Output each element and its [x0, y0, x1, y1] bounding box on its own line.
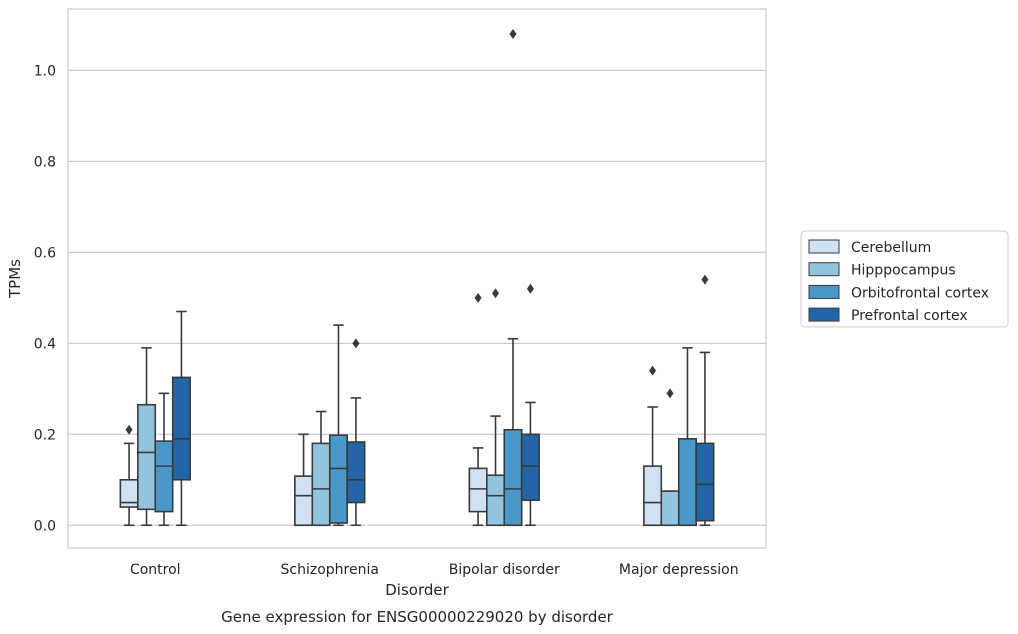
- box-prefrontal-cortex: [346, 338, 366, 527]
- box-orbitofrontal-cortex: [154, 392, 174, 527]
- x-tick-label: Bipolar disorder: [449, 562, 560, 578]
- y-tick-labels: 0.0 0.2 0.4 0.6 0.8 1.0: [34, 63, 56, 534]
- outlier-point: [509, 29, 517, 40]
- box-body: [643, 465, 663, 527]
- legend-swatch: [808, 284, 840, 299]
- outlier-point: [352, 338, 360, 349]
- x-tick-labels: Control Schizophrenia Bipolar disorder Majo…: [130, 562, 739, 578]
- box-body: [154, 440, 174, 513]
- box-body: [677, 438, 698, 527]
- box-prefrontal-cortex: [520, 283, 540, 527]
- box-orbitofrontal-cortex: [328, 324, 349, 527]
- box-hipppocampus: [485, 288, 506, 527]
- box-body: [695, 442, 715, 522]
- y-axis-label: TPMs: [6, 259, 24, 299]
- chart-caption: Gene expression for ENSG00000229020 by d…: [221, 608, 614, 626]
- box-body: [137, 403, 157, 511]
- legend-frame: [800, 230, 1009, 328]
- box-prefrontal-cortex: [695, 274, 715, 527]
- box-orbitofrontal-cortex: [503, 29, 523, 527]
- legend: Cerebellum Hipppocampus Orbitofrontal cort…: [800, 230, 1009, 328]
- legend-label: Cerebellum: [851, 240, 931, 256]
- y-tick-label: 0.0: [34, 518, 56, 534]
- legend-swatch: [808, 239, 840, 254]
- outlier-point: [649, 365, 657, 376]
- legend-swatch: [808, 262, 840, 277]
- box-body: [503, 428, 523, 527]
- box-body: [520, 433, 540, 502]
- x-tick-label: Major depression: [619, 562, 739, 578]
- x-tick-label: Schizophrenia: [281, 562, 379, 578]
- plot-frame: [67, 8, 767, 549]
- outlier-point: [666, 388, 674, 399]
- box-cerebellum: [643, 365, 663, 527]
- box-body: [660, 490, 680, 527]
- legend-label: Orbitofrontal cortex: [851, 285, 989, 301]
- outlier-point: [701, 274, 709, 285]
- box-body: [485, 474, 506, 527]
- y-tick-label: 0.2: [34, 427, 56, 443]
- box-hipppocampus: [137, 347, 157, 527]
- box-prefrontal-cortex: [171, 310, 191, 527]
- y-tick-label: 0.4: [34, 336, 56, 352]
- box-body: [328, 434, 349, 524]
- box-body: [468, 467, 488, 513]
- box-body: [171, 376, 191, 481]
- box-body: [294, 475, 314, 527]
- outlier-point: [526, 283, 534, 294]
- x-tick-label: Control: [130, 562, 181, 578]
- box-body: [346, 441, 366, 504]
- legend-label: Prefrontal cortex: [851, 308, 968, 324]
- box-orbitofrontal-cortex: [677, 347, 698, 527]
- legend-label: Hipppocampus: [851, 263, 956, 279]
- box-cerebellum: [294, 433, 314, 527]
- legend-swatch: [808, 307, 840, 322]
- x-axis-label: Disorder: [385, 581, 449, 599]
- y-tick-label: 0.6: [34, 245, 56, 261]
- y-tick-label: 1.0: [34, 63, 56, 79]
- box-hipppocampus: [660, 388, 680, 527]
- outlier-point: [492, 288, 500, 299]
- box-hipppocampus: [311, 410, 331, 527]
- box-cerebellum: [119, 424, 139, 527]
- boxes-layer: [119, 29, 715, 527]
- box-body: [311, 442, 331, 527]
- outlier-point: [474, 292, 482, 303]
- y-tick-label: 0.8: [34, 154, 56, 170]
- outlier-point: [125, 424, 133, 435]
- box-cerebellum: [468, 292, 488, 527]
